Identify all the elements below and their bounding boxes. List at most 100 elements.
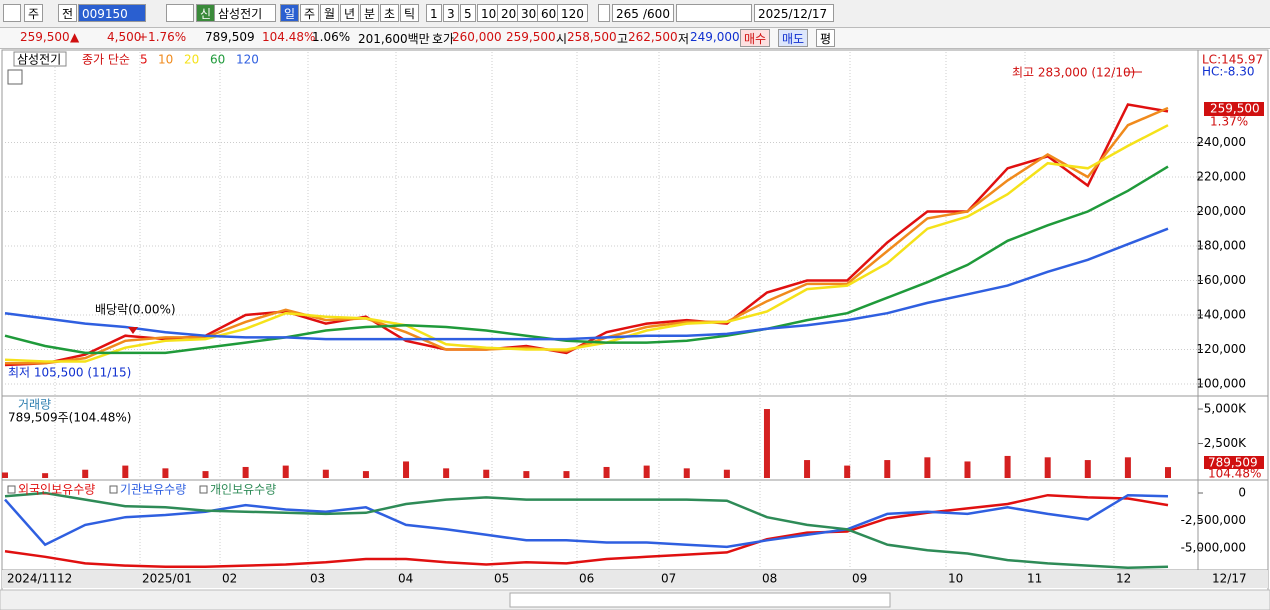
annotation-low: 최저 105,500 (11/15) — [8, 366, 131, 380]
lc-label: LC:145.97 — [1202, 53, 1263, 67]
y-tick-label: 240,000 — [1196, 135, 1246, 149]
toolbar: 주 전 009150 신 삼성전기 일 주 월 년 분 초 틱 1 3 5 10 20 30 60 120 … — [0, 0, 1270, 28]
interval-button[interactable]: 년 — [340, 4, 360, 22]
x-tick-label: 08 — [762, 572, 777, 586]
series-line — [4, 165, 1169, 355]
period-type[interactable]: 주 — [24, 4, 44, 22]
interval-button[interactable]: 틱 — [400, 4, 420, 22]
x-tick-label: 11 — [1027, 572, 1042, 586]
range[interactable]: 전 — [58, 4, 78, 22]
interval-button[interactable]: 분 — [360, 4, 380, 22]
volume-bar — [884, 460, 891, 478]
amount: 201,600백만 — [358, 32, 430, 46]
scroll-thumb[interactable] — [509, 592, 891, 608]
code-input[interactable]: 009150 — [78, 4, 146, 22]
interval-button[interactable]: 3 — [443, 4, 459, 22]
series-line — [4, 493, 1169, 549]
quote-bar: 259,500 ▲ 4,500 +1.76% 789,509 104.48% 1… — [0, 28, 1270, 49]
stock-name: 삼성전기 — [214, 4, 276, 22]
volume-bar — [563, 471, 570, 478]
price: 259,500 — [20, 30, 70, 44]
interval-button[interactable]: 60 — [537, 4, 561, 22]
bid: 259,500 — [506, 30, 556, 44]
open-label: 시 — [556, 32, 568, 46]
x-tick-label: 12 — [57, 572, 72, 586]
series-line — [5, 106, 1169, 365]
buy-button[interactable]: 매수 — [740, 29, 771, 47]
y-tick-label: 200,000 — [1196, 204, 1246, 218]
y-tick-label: 100,000 — [1196, 376, 1246, 390]
x-tick-label: 09 — [852, 572, 867, 586]
interval-button[interactable]: 초 — [380, 4, 400, 22]
max-count: /600 — [640, 4, 674, 22]
volume-ratio: 104.48% — [262, 30, 316, 44]
grid-icon[interactable] — [7, 69, 23, 85]
legend-entry: 60 — [210, 53, 225, 67]
change-pct: +1.76% — [138, 30, 187, 44]
volume-bar — [964, 461, 971, 478]
volume-bar — [2, 472, 8, 478]
x-tick-label: 12 — [1116, 572, 1131, 586]
legend-entry: 개인보유수량 — [210, 483, 276, 497]
volume-bar — [1044, 457, 1051, 478]
y-tick-label: -5,000,000 — [1181, 541, 1246, 555]
volume-bar — [202, 471, 209, 478]
y-tick-label: 120,000 — [1196, 342, 1246, 356]
legend-entry: 120 — [236, 53, 259, 67]
interval-button[interactable]: 5 — [460, 4, 476, 22]
high-label: 고 — [617, 32, 629, 46]
interval-button[interactable]: 주 — [300, 4, 320, 22]
volume-tag — [1204, 456, 1264, 469]
interval-button[interactable]: 30 — [517, 4, 541, 22]
count[interactable]: 265 — [612, 4, 640, 22]
volume-bar — [322, 469, 329, 478]
interval-button[interactable]: 1 — [426, 4, 442, 22]
x-tick-label: 2024/11 — [7, 572, 57, 586]
x-tick-label: 12/17 — [1212, 572, 1247, 586]
volume-bar — [1124, 457, 1131, 478]
arrow: ▲ — [70, 30, 80, 44]
volume-bar — [443, 468, 450, 478]
date[interactable]: 2025/12/17 — [754, 4, 834, 22]
volume-bar — [122, 465, 129, 478]
x-tick-label: 10 — [948, 572, 963, 586]
series-line — [4, 227, 1169, 341]
last-price: 259,500 — [1210, 102, 1260, 116]
x-tick-label: 02 — [222, 572, 237, 586]
x-tick-label: 04 — [398, 572, 413, 586]
interval-button[interactable]: 120 — [557, 4, 588, 22]
y-tick-label: 0 — [1238, 486, 1246, 500]
series-line — [4, 493, 1169, 568]
legend-entry: 5 — [140, 53, 148, 67]
volume-bar — [362, 471, 369, 478]
y-tick-label: 160,000 — [1196, 273, 1246, 287]
legend-entry: 10 — [158, 53, 173, 67]
menu-button[interactable] — [3, 4, 21, 22]
y-tick-label: 180,000 — [1196, 238, 1246, 252]
interval-button[interactable]: 월 — [320, 4, 340, 22]
volume-bar — [242, 466, 249, 478]
legend-swatch — [7, 485, 16, 494]
x-tick-label: 06 — [579, 572, 594, 586]
series-line — [4, 103, 1169, 367]
sound-button[interactable] — [166, 4, 194, 22]
avg-button[interactable]: 평 — [816, 29, 836, 47]
low-label: 저 — [678, 32, 690, 46]
volume-bar — [1004, 455, 1011, 478]
last-change: 1.37% — [1210, 115, 1248, 129]
volume-bar — [282, 465, 289, 478]
volume-bar — [763, 409, 770, 478]
volume-bar — [683, 468, 690, 478]
hc-label: HC:-8.30 — [1202, 65, 1255, 79]
sell-button[interactable]: 매도 — [778, 29, 809, 47]
interval-button[interactable]: 일 — [280, 4, 300, 22]
volume-bar — [1165, 467, 1171, 478]
ask: 260,000 — [452, 30, 502, 44]
tool-icons[interactable] — [676, 4, 752, 22]
volume-bar — [1084, 460, 1091, 478]
turnover: 1.06% — [312, 30, 351, 44]
x-axis-band — [2, 570, 1268, 588]
x-tick-label: 2025/01 — [142, 572, 192, 586]
dropdown[interactable] — [598, 4, 610, 22]
